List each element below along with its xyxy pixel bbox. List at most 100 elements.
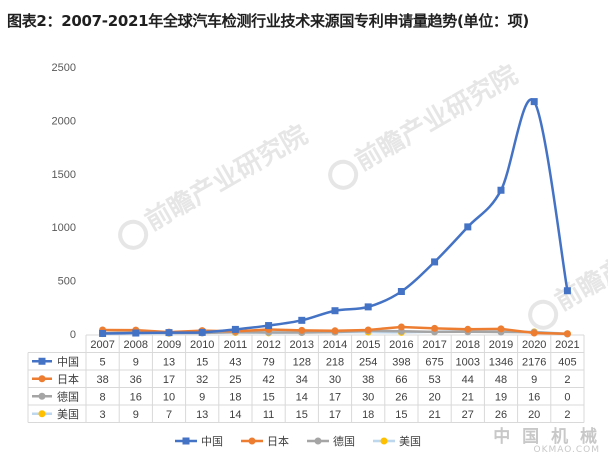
table-cell: 36	[130, 374, 142, 386]
data-point	[563, 287, 571, 295]
data-point	[298, 326, 306, 334]
x-tick-label: 2017	[422, 339, 446, 351]
table-cell: 0	[564, 392, 570, 404]
table-cell: 27	[462, 409, 474, 421]
y-tick-label: 0	[70, 329, 76, 341]
table-cell: 13	[163, 357, 175, 369]
data-point	[530, 329, 538, 337]
table-cell: 30	[362, 392, 374, 404]
x-tick-label: 2012	[256, 339, 280, 351]
site-url: OKMAO.COM	[533, 445, 600, 455]
x-tick-label: 2019	[489, 339, 513, 351]
data-point	[165, 329, 173, 337]
legend-label: 日本	[267, 434, 289, 448]
chart-title: 图表2：2007-2021年全球汽车检测行业技术来源国专利申请量趋势(单位：项)	[7, 12, 529, 30]
table-legend-marker	[38, 375, 46, 383]
table-cell: 18	[362, 409, 374, 421]
table-cell: 18	[229, 392, 241, 404]
table-cell: 9	[133, 409, 139, 421]
legend-label: 美国	[399, 435, 421, 448]
table-cell: 15	[262, 392, 274, 404]
x-tick-label: 2021	[555, 339, 579, 351]
table-cell: 17	[329, 392, 341, 404]
table-cell: 26	[395, 392, 407, 404]
x-tick-label: 2015	[356, 339, 380, 351]
table-cell: 53	[428, 374, 440, 386]
x-tick-label: 2020	[522, 339, 546, 351]
x-tick-label: 2016	[389, 339, 413, 351]
table-legend-marker	[38, 357, 46, 365]
data-point	[132, 329, 140, 337]
y-tick-label: 2500	[52, 62, 76, 74]
data-point	[497, 325, 505, 333]
data-point	[431, 258, 439, 266]
table-cell: 2	[564, 409, 570, 421]
table-cell: 15	[296, 409, 308, 421]
x-tick-label: 2008	[124, 339, 148, 351]
table-cell: 8	[100, 392, 106, 404]
data-point	[364, 303, 372, 311]
y-tick-label: 1000	[52, 222, 76, 234]
table-cell: 128	[293, 357, 311, 369]
table-cell: 48	[495, 374, 507, 386]
table-cell: 34	[296, 374, 308, 386]
table-cell: 66	[395, 374, 407, 386]
y-tick-label: 500	[58, 276, 76, 288]
table-cell: 14	[229, 409, 241, 421]
table-cell: 16	[130, 392, 142, 404]
x-tick-label: 2010	[190, 339, 214, 351]
table-cell: 15	[395, 409, 407, 421]
legend-marker	[380, 437, 388, 445]
table-cell: 32	[196, 374, 208, 386]
plot-area	[99, 98, 571, 338]
table-cell: 218	[326, 357, 344, 369]
y-tick-label: 2000	[52, 115, 76, 127]
data-point	[231, 325, 239, 333]
table-cell: 42	[262, 374, 274, 386]
data-point	[464, 325, 472, 333]
legend-marker	[314, 437, 322, 445]
table-cell: 15	[196, 357, 208, 369]
table-cell: 9	[133, 357, 139, 369]
table-cell: 38	[362, 374, 374, 386]
watermark-logo-icon	[528, 299, 559, 330]
table-cell: 20	[428, 392, 440, 404]
x-tick-label: 2009	[157, 339, 181, 351]
data-point	[265, 322, 273, 330]
data-point	[464, 223, 472, 231]
legend-marker	[182, 437, 190, 445]
table-cell: 1003	[456, 357, 480, 369]
table-cell: 14	[296, 392, 308, 404]
table-series-name: 德国	[57, 390, 79, 404]
table-cell: 9	[199, 392, 205, 404]
table-cell: 17	[163, 374, 175, 386]
table-cell: 17	[329, 409, 341, 421]
table-cell: 2	[564, 374, 570, 386]
table-cell: 16	[528, 392, 540, 404]
legend-label: 中国	[201, 435, 223, 448]
table-cell: 30	[329, 374, 341, 386]
table-cell: 26	[495, 409, 507, 421]
data-point	[497, 186, 505, 194]
series-line	[102, 98, 569, 335]
watermark-stamp: 前瞻产业研究院	[118, 119, 313, 250]
table-cell: 79	[262, 357, 274, 369]
table-cell: 10	[163, 392, 175, 404]
table-cell: 38	[96, 374, 108, 386]
table-cell: 11	[263, 409, 274, 421]
table-cell: 25	[229, 374, 241, 386]
y-axis: 2500 2000 1500 1000 500 0	[52, 62, 76, 341]
table-series-name: 中国	[57, 356, 79, 369]
data-point	[397, 287, 405, 295]
data-point	[298, 316, 306, 324]
data-point	[431, 324, 439, 332]
watermark-text: 前瞻产业研究院	[350, 59, 523, 177]
table-cell: 3	[100, 409, 106, 421]
table-cell: 5	[100, 357, 106, 369]
data-point	[530, 98, 538, 106]
legend-label: 德国	[333, 434, 355, 448]
y-tick-label: 1500	[52, 169, 76, 181]
data-point	[198, 328, 206, 336]
table-series-name: 日本	[57, 372, 79, 386]
table-legend-marker	[38, 392, 46, 400]
